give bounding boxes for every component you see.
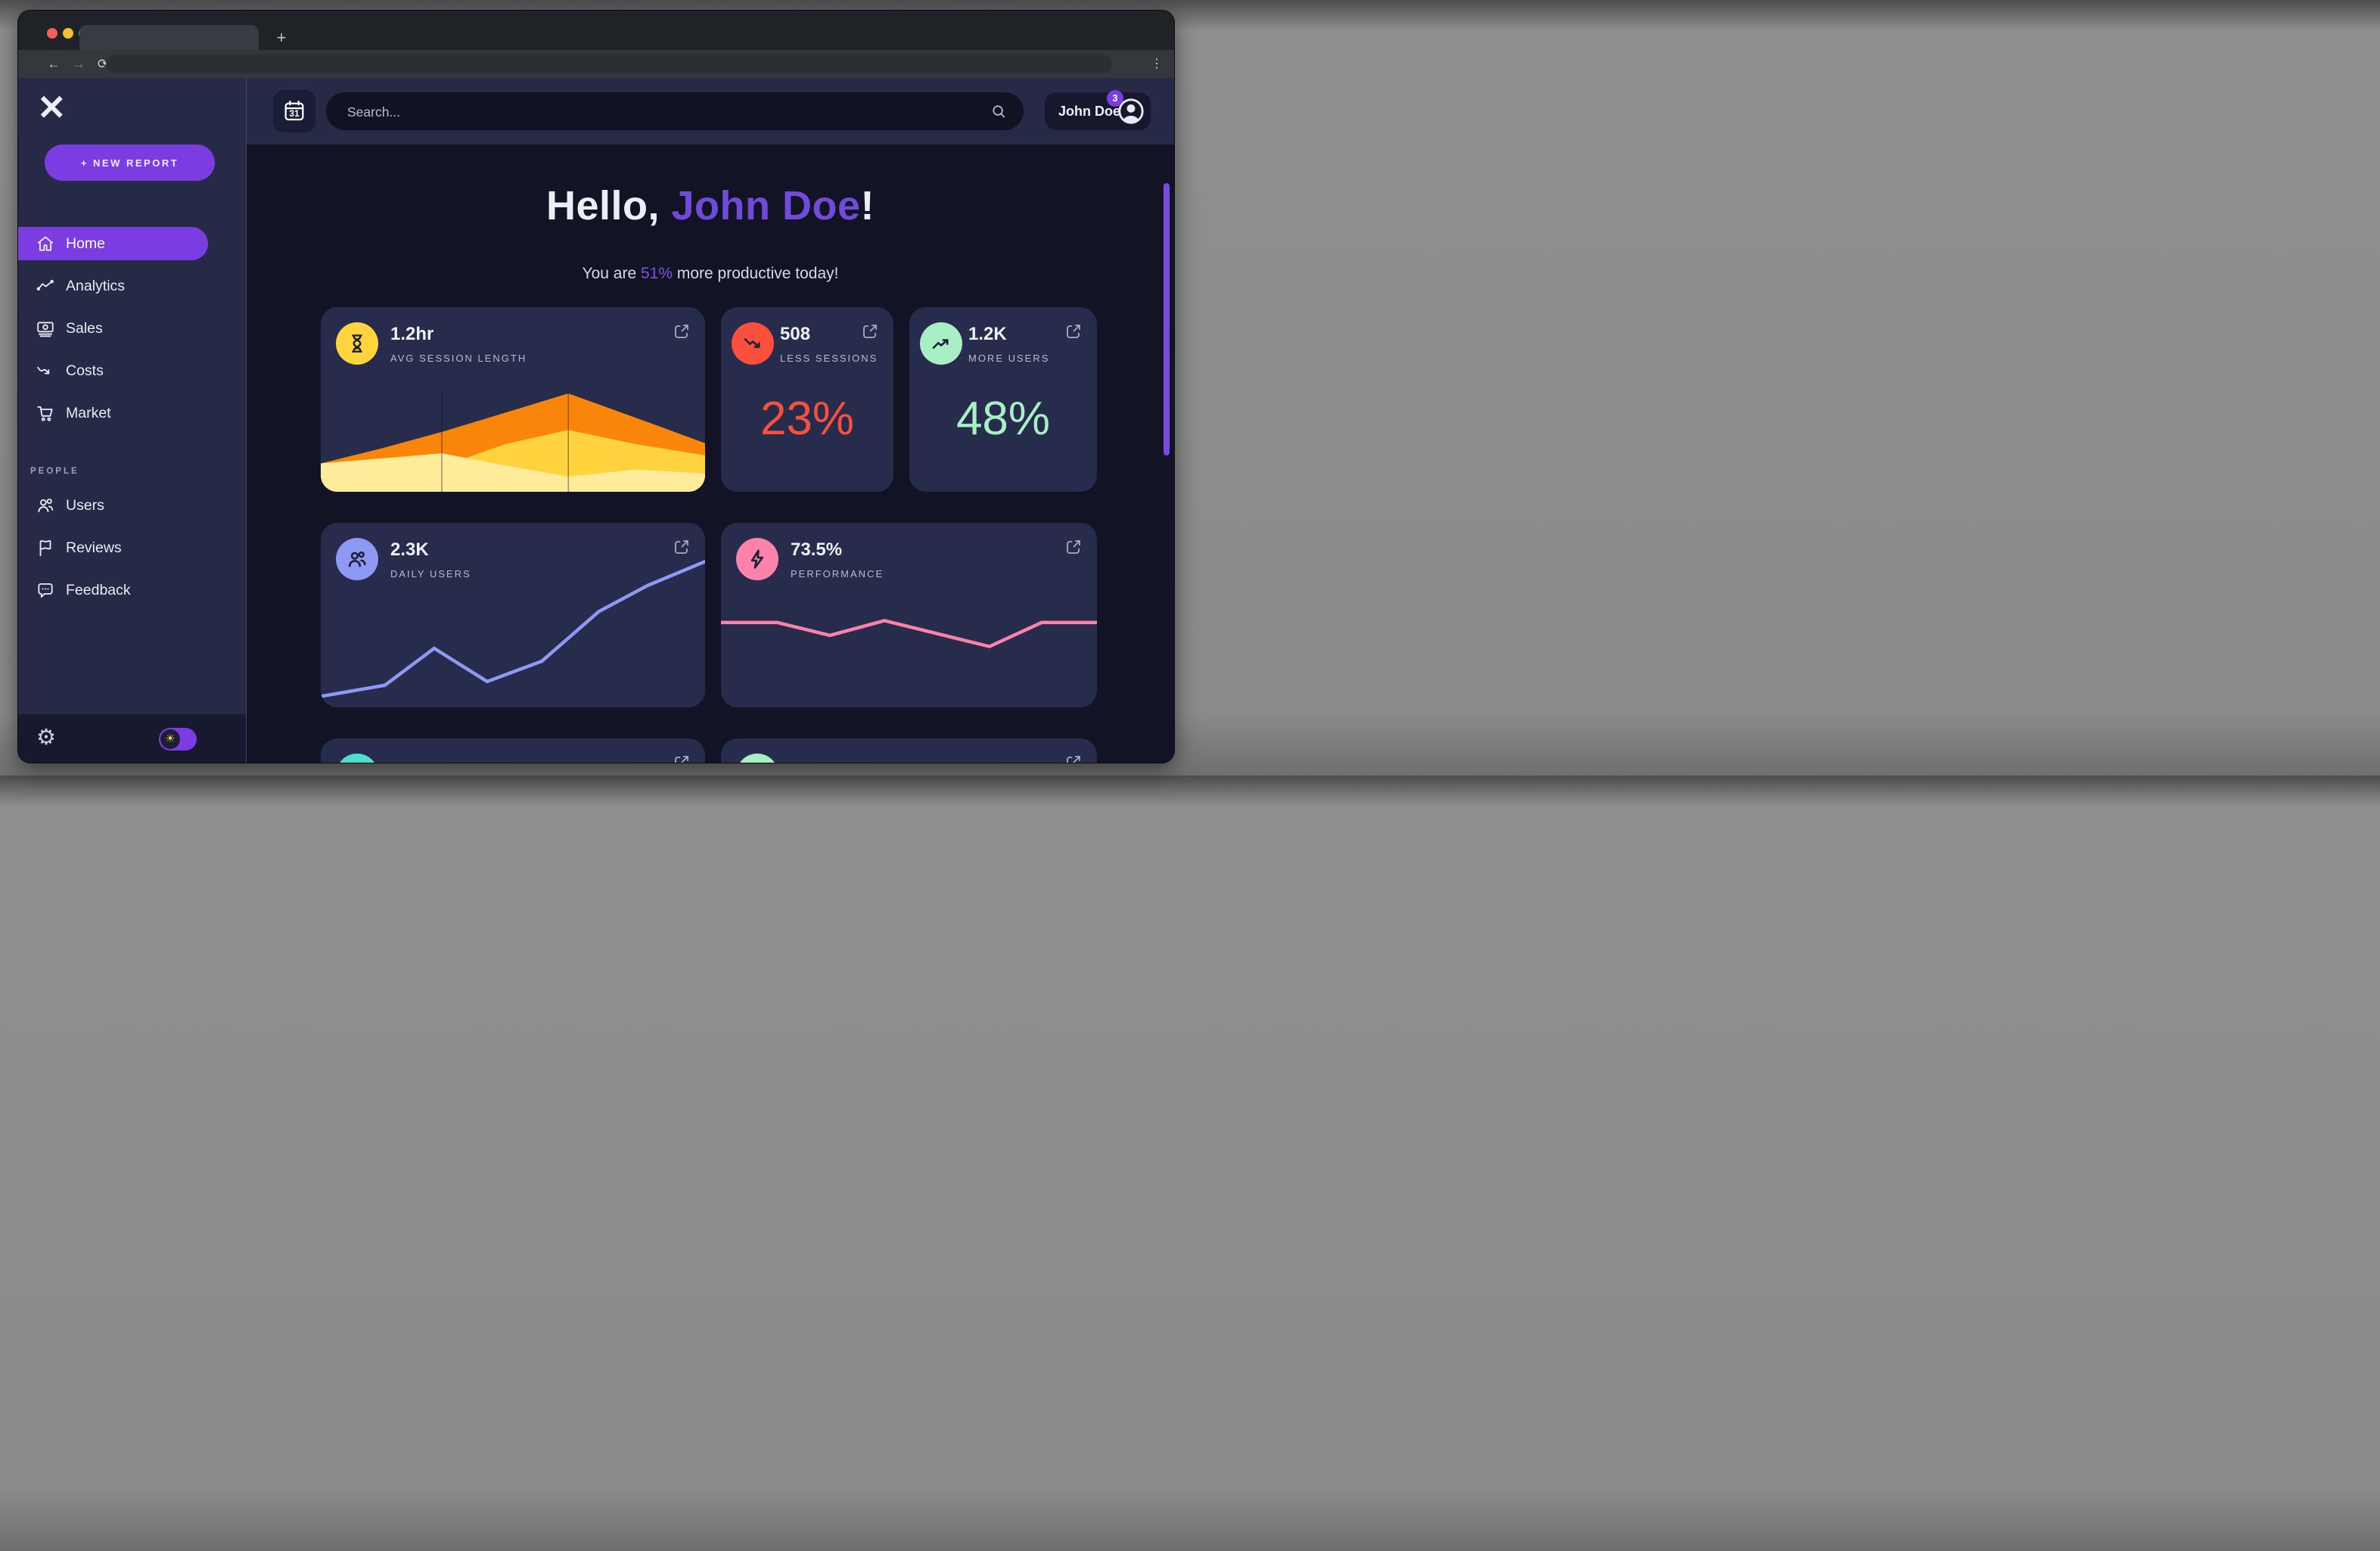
card-avg-session-length[interactable]: 1.2hr AVG SESSION LENGTH (321, 307, 705, 492)
search-input[interactable] (346, 92, 984, 132)
sidebar-item-sales[interactable]: Sales (18, 312, 246, 345)
card-performance[interactable]: 73.5% PERFORMANCE (721, 523, 1097, 707)
reload-icon[interactable]: ⟳ (93, 50, 113, 78)
search-icon[interactable] (990, 103, 1007, 120)
external-link-icon[interactable] (1064, 322, 1083, 342)
external-link-icon[interactable] (860, 322, 880, 342)
card-less-sessions[interactable]: 508 LESS SESSIONS 23% (721, 307, 893, 492)
browser-toolbar: ← → ⟳ ⋮ (18, 50, 1174, 78)
cards-grid: 1.2hr AVG SESSION LENGTH 508 LESS SESSIO… (321, 307, 1097, 763)
page-title: Hello, John Doe! (545, 183, 875, 229)
card-label: AVG SESSION LENGTH (390, 353, 527, 364)
external-link-icon[interactable] (1064, 538, 1083, 558)
theme-toggle[interactable]: ☀ (159, 728, 197, 751)
trend-up-icon (920, 322, 962, 365)
banknote-icon (36, 319, 55, 338)
percent-value: 23% (760, 393, 855, 445)
performance-line-chart (721, 619, 1097, 648)
sidebar-nav: Home Analytics Sales (18, 227, 246, 439)
app-logo-x[interactable]: ✕ (37, 88, 67, 127)
stat-icon (336, 754, 378, 763)
address-bar[interactable] (106, 54, 1112, 73)
trend-down-icon (36, 361, 55, 381)
cart-icon (36, 403, 55, 423)
home-icon (36, 234, 55, 253)
browser-menu-icon[interactable]: ⋮ (1147, 50, 1167, 78)
card-value: 508 (780, 324, 811, 344)
sidebar-item-market[interactable]: Market (18, 396, 246, 430)
sidebar-item-home[interactable]: Home (18, 227, 208, 260)
sidebar-item-analytics[interactable]: Analytics (18, 269, 246, 303)
sidebar: ✕ + NEW REPORT Home Analytics (18, 78, 247, 763)
card-partial-right[interactable] (721, 738, 1097, 763)
chat-bubble-icon (36, 580, 55, 600)
flag-icon (36, 538, 55, 558)
new-report-button[interactable]: + NEW REPORT (45, 145, 215, 181)
card-value: 1.2hr (390, 324, 434, 344)
external-link-icon[interactable] (672, 754, 691, 763)
external-link-icon[interactable] (672, 322, 691, 342)
search-bar (326, 92, 1024, 132)
top-bar: 31 John Doe (247, 78, 1174, 145)
people-section-label: PEOPLE (30, 467, 79, 476)
sidebar-people-nav: Users Reviews Feedback (18, 489, 246, 616)
trend-down-icon (732, 322, 774, 365)
stat-icon (736, 754, 778, 763)
card-value: 1.2K (968, 324, 1007, 344)
external-link-icon[interactable] (672, 538, 691, 558)
browser-tab[interactable] (79, 25, 259, 50)
svg-text:31: 31 (289, 107, 300, 118)
back-icon[interactable]: ← (44, 50, 64, 78)
card-value: 73.5% (791, 539, 843, 560)
sun-icon: ☀ (160, 729, 180, 749)
page-scrollbar-thumb[interactable] (1164, 183, 1170, 455)
percent-value: 48% (955, 393, 1051, 445)
card-more-users[interactable]: 1.2K MORE USERS 48% (909, 307, 1097, 492)
users-icon (36, 496, 55, 515)
card-label: DAILY USERS (390, 568, 471, 580)
sidebar-footer: ⚙ ☀ (18, 714, 246, 763)
new-tab-button[interactable]: + (271, 27, 292, 48)
daily-users-line-chart (321, 559, 705, 698)
sidebar-item-users[interactable]: Users (18, 489, 246, 522)
session-area-chart (321, 390, 705, 492)
lightning-icon (736, 538, 778, 580)
card-value: 2.3K (390, 539, 429, 560)
trend-line-icon (36, 276, 55, 296)
card-daily-users[interactable]: 2.3K DAILY USERS (321, 523, 705, 707)
calendar-button[interactable]: 31 (273, 90, 315, 132)
notification-badge: 3 (1107, 90, 1123, 107)
sidebar-item-costs[interactable]: Costs (18, 354, 246, 387)
user-name: John Doe (1058, 104, 1121, 119)
external-link-icon[interactable] (1064, 754, 1083, 763)
card-label: MORE USERS (968, 353, 1050, 364)
user-menu[interactable]: John Doe 3 (1045, 90, 1151, 130)
forward-icon[interactable]: → (69, 50, 89, 78)
sidebar-item-reviews[interactable]: Reviews (18, 531, 246, 564)
card-label: LESS SESSIONS (780, 353, 878, 364)
users-icon (336, 538, 378, 580)
hourglass-icon (336, 322, 378, 365)
settings-gear-icon[interactable]: ⚙ (33, 725, 59, 751)
tab-strip: + (18, 11, 1174, 50)
main-content: Hello, John Doe! You are 51% more produc… (247, 145, 1174, 763)
minimize-window-button[interactable] (63, 28, 73, 39)
browser-window: + ← → ⟳ ⋮ ✕ + NEW REPORT Home (18, 11, 1174, 763)
productivity-subtitle: You are 51% more productive today! (582, 265, 839, 282)
close-window-button[interactable] (47, 28, 57, 39)
card-label: PERFORMANCE (791, 568, 884, 580)
card-partial-left[interactable] (321, 738, 705, 763)
avatar (1117, 97, 1145, 126)
sidebar-item-feedback[interactable]: Feedback (18, 573, 246, 607)
dashboard-app: ✕ + NEW REPORT Home Analytics (18, 78, 1174, 763)
